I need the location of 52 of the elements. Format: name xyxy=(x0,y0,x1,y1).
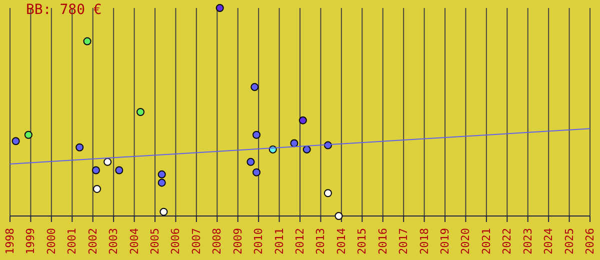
point xyxy=(12,137,20,146)
x-tick-label: 2014 xyxy=(334,228,348,254)
point xyxy=(158,170,166,178)
x-tick-label: 2006 xyxy=(169,228,182,254)
x-tick-label: 2022 xyxy=(500,228,514,254)
x-tick-label: 2024 xyxy=(542,228,556,254)
x-tick-label: 2009 xyxy=(231,228,244,254)
x-tick-label: 2003 xyxy=(107,228,120,254)
x-tick-label: 2020 xyxy=(459,228,472,254)
point xyxy=(302,145,311,154)
point xyxy=(76,143,84,152)
point xyxy=(92,166,100,174)
x-tick-label: 1999 xyxy=(24,228,38,254)
point xyxy=(115,166,124,174)
point xyxy=(104,158,112,166)
chart-title: BB: 780 € xyxy=(26,2,102,18)
x-tick-label: 2004 xyxy=(128,228,141,254)
point xyxy=(136,108,144,116)
x-tick-label: 2000 xyxy=(44,228,58,254)
x-tick-label: 2007 xyxy=(190,228,203,254)
point xyxy=(93,184,101,193)
point xyxy=(250,83,259,92)
x-tick-label: 2011 xyxy=(272,228,286,254)
point xyxy=(160,208,168,216)
x-tick-label: 1998 xyxy=(4,228,16,254)
point xyxy=(290,139,298,148)
x-tick-label: 2002 xyxy=(86,228,100,254)
point xyxy=(324,189,332,198)
x-tick-label: 2008 xyxy=(210,228,224,254)
point xyxy=(24,130,32,139)
x-tick-label: 2016 xyxy=(376,228,390,254)
x-tick-label: 2013 xyxy=(314,228,328,254)
x-tick-label: 2010 xyxy=(252,228,266,254)
x-tick-label: 2001 xyxy=(66,228,79,254)
x-tick-label: 2018 xyxy=(418,228,431,254)
x-tick-label: 2012 xyxy=(294,228,306,254)
point xyxy=(216,4,224,12)
point xyxy=(334,212,343,220)
point xyxy=(298,116,307,124)
x-tick-label: 2015 xyxy=(356,228,369,254)
x-tick-label: 2026 xyxy=(584,228,596,254)
x-tick-label: 2005 xyxy=(148,228,162,254)
x-tick-label: 2019 xyxy=(438,228,452,254)
point xyxy=(246,158,255,166)
x-tick-label: 2017 xyxy=(397,228,410,254)
point xyxy=(252,130,260,139)
x-tick-label: 2023 xyxy=(521,228,534,254)
x-tick-label: 2021 xyxy=(480,228,493,254)
x-tick-label: 2025 xyxy=(562,228,576,254)
point xyxy=(158,178,166,187)
point xyxy=(252,168,260,176)
point xyxy=(83,37,92,46)
